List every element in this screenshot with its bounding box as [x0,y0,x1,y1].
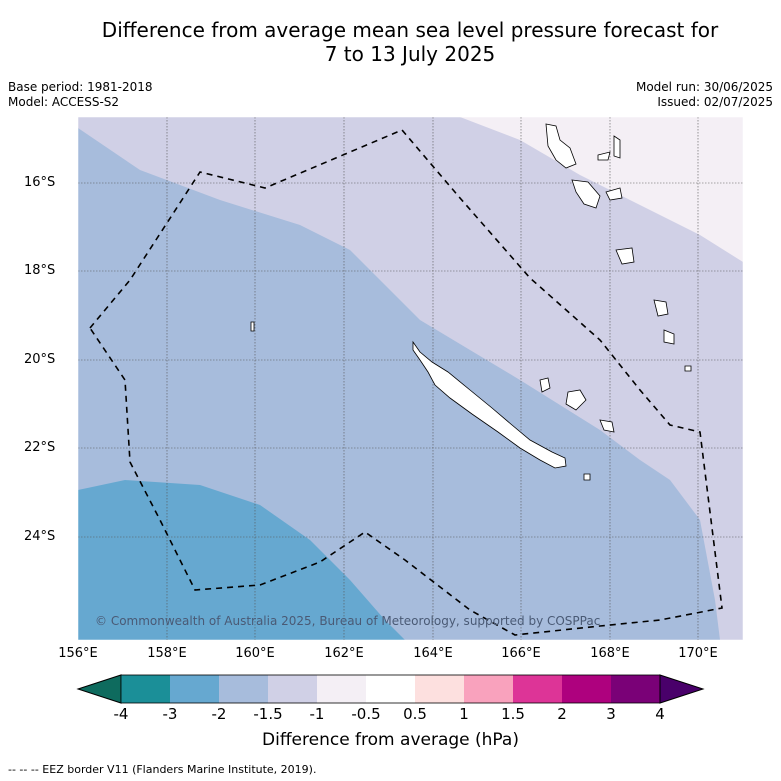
pressure-band-minus3 [78,480,405,640]
colorbar-tick-label: 1.5 [501,705,525,723]
colorbar [76,674,705,704]
colorbar-tick-label: -1.5 [253,705,283,723]
colorbar-box [170,675,219,703]
base-period: Base period: 1981-2018 [8,80,153,94]
colorbar-tick-label: 1 [459,705,469,723]
title-line-1: Difference from average mean sea level p… [101,18,719,42]
title-line-2: 7 to 13 July 2025 [324,42,496,66]
pressure-band-minus1-5 [78,117,743,640]
colorbar-tick-label: 2 [557,705,567,723]
colorbar-tick-label: -4 [113,705,129,723]
lon-label-170e: 170°E [678,646,718,661]
copyright-notice: © Commonwealth of Australia 2025, Bureau… [95,614,601,628]
colorbar-title: Difference from average (hPa) [262,730,519,750]
eez-footnote: -- -- -- EEZ border V11 (Flanders Marine… [8,763,317,776]
eez-border [89,129,723,636]
issued-date: Issued: 02/07/2025 [657,95,773,109]
map-frame [77,116,744,641]
lon-label-156e: 156°E [58,646,98,661]
lon-label-158e: 158°E [147,646,187,661]
island-erromango [653,299,669,317]
colorbar-box [366,675,415,703]
colorbar-box [219,675,268,703]
colorbar-box [415,675,464,703]
new-caledonia-island [412,340,567,469]
colorbar-boxes [121,675,660,703]
lat-label-20s: 20°S [24,352,56,367]
lon-label-168e: 168°E [590,646,630,661]
lat-label-16s: 16°S [24,175,56,190]
island-efate [615,247,635,265]
colorbar-tick-label: -2 [211,705,227,723]
colorbar-box [513,675,562,703]
model-name: Model: ACCESS-S2 [8,95,120,109]
lat-label-22s: 22°S [24,440,56,455]
colorbar-box [121,675,170,703]
lon-label-166e: 166°E [501,646,541,661]
island-aneityum [684,365,692,372]
colorbar-extend-high [659,674,705,704]
map-area [78,117,743,640]
island-malakula [571,179,601,209]
colorbar-box [317,675,366,703]
colorbar-box [611,675,660,703]
model-run: Model run: 30/06/2025 [635,80,773,94]
colorbar-tick-label: -3 [162,705,178,723]
lat-label-18s: 18°S [24,263,56,278]
colorbar-tick-label: 4 [655,705,665,723]
lon-label-162e: 162°E [324,646,364,661]
island-espiritu-santo [545,123,577,169]
meta-left: Base period: 1981-2018 Model: ACCESS-S2 [8,80,153,110]
island-ouvea [539,377,551,393]
island-chesterfield [250,321,255,332]
page-title: Difference from average mean sea level p… [0,18,781,66]
island-ambae [597,151,611,161]
island-lifou [565,389,587,411]
island-maewo [613,135,621,159]
island-pines [583,473,591,481]
lon-label-160e: 160°E [235,646,275,661]
colorbar-box [268,675,317,703]
meta-right: Model run: 30/06/2025 Issued: 02/07/2025 [636,80,773,110]
colorbar-tick-label: -1 [309,705,325,723]
island-tanna [663,329,675,345]
colorbar-extend-low [76,674,122,704]
colorbar-tick-label: 3 [606,705,616,723]
island-mare [599,419,615,433]
colorbar-tick-label: 0.5 [403,705,427,723]
island-ambrym [605,187,623,201]
colorbar-box [562,675,611,703]
lon-label-164e: 164°E [413,646,453,661]
pressure-band-minus1 [460,117,743,262]
colorbar-box [464,675,513,703]
lat-label-24s: 24°S [24,529,56,544]
colorbar-tick-label: -0.5 [351,705,381,723]
